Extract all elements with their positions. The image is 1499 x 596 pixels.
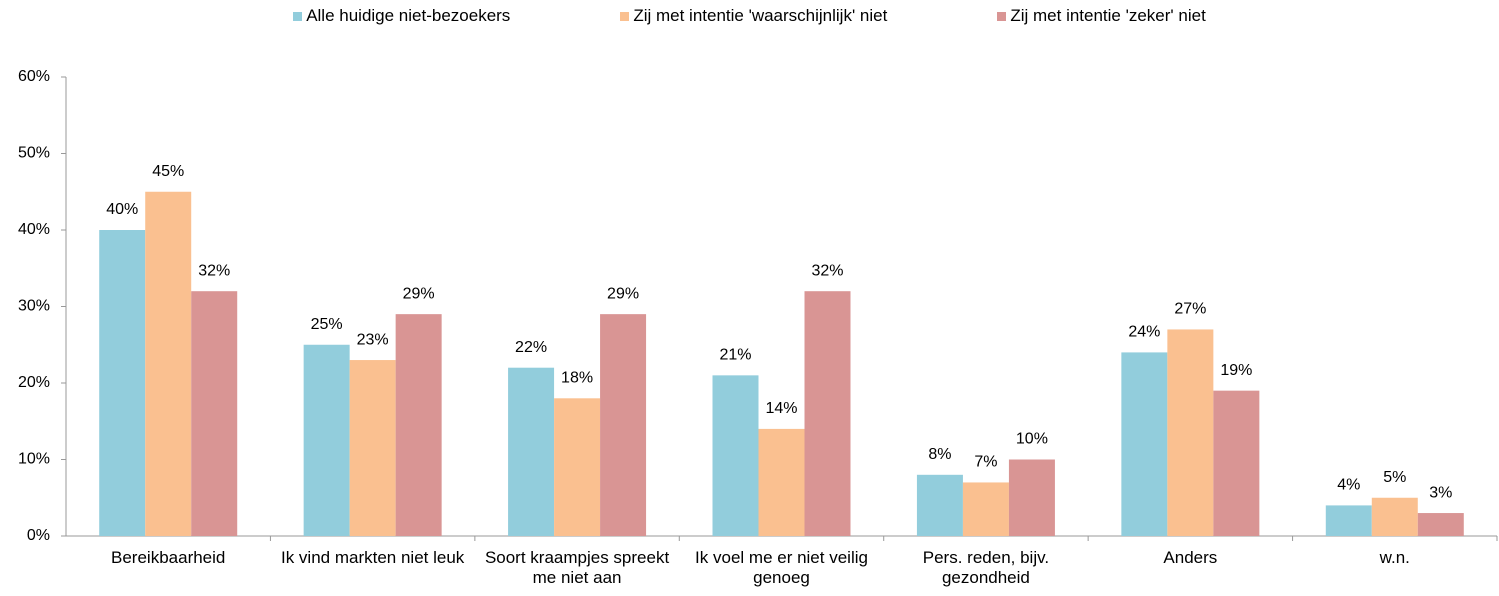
value-label: 14% <box>765 400 797 417</box>
legend-item: Zij met intentie 'zeker' niet <box>997 6 1206 26</box>
y-tick-label: 40% <box>18 221 50 238</box>
legend-item: Zij met intentie 'waarschijnlijk' niet <box>620 6 887 26</box>
bar <box>712 375 759 536</box>
bar <box>554 398 601 536</box>
legend-swatch <box>997 11 1007 21</box>
value-label: 21% <box>719 347 751 364</box>
legend: Alle huidige niet-bezoekers Zij met inten… <box>0 6 1499 26</box>
y-tick-label: 0% <box>27 527 50 544</box>
bar <box>1213 390 1260 536</box>
bar <box>1371 497 1418 536</box>
y-tick-label: 20% <box>18 374 50 391</box>
y-tick-label: 50% <box>18 145 50 162</box>
x-tick-label: Ik vind markten niet leuk <box>280 548 465 567</box>
y-tick-label: 30% <box>18 298 50 315</box>
legend-label: Zij met intentie 'waarschijnlijk' niet <box>633 6 888 25</box>
y-tick-label: 60% <box>18 68 50 85</box>
bar <box>962 482 1009 536</box>
bar <box>804 291 851 536</box>
value-label: 5% <box>1383 469 1406 486</box>
value-label: 45% <box>152 163 184 180</box>
bar <box>508 367 555 536</box>
bar <box>1121 352 1168 536</box>
value-label: 25% <box>311 316 343 333</box>
legend-label: Alle huidige niet-bezoekers <box>306 6 511 25</box>
legend-swatch <box>293 11 303 21</box>
bar <box>349 360 396 536</box>
value-label: 3% <box>1429 484 1452 501</box>
x-tick-label: w.n. <box>1379 548 1410 567</box>
bar <box>1167 329 1214 536</box>
value-label: 29% <box>403 285 435 302</box>
value-label: 23% <box>357 331 389 348</box>
legend-swatch <box>620 11 630 21</box>
bar <box>145 191 192 536</box>
bar <box>99 230 146 536</box>
y-tick-label: 10% <box>18 451 50 468</box>
value-label: 18% <box>561 370 593 387</box>
value-label: 32% <box>811 262 843 279</box>
x-tick-label: Soort kraampjes spreekt me niet aan <box>484 548 670 587</box>
bar <box>303 344 350 536</box>
bar <box>600 314 647 536</box>
bar <box>758 428 805 536</box>
value-label: 19% <box>1220 362 1252 379</box>
bar <box>395 314 442 536</box>
x-tick-label: Bereikbaarheid <box>111 548 226 567</box>
value-label: 40% <box>106 201 138 218</box>
bar <box>1325 505 1372 536</box>
bar <box>191 291 238 536</box>
value-label: 29% <box>607 285 639 302</box>
value-label: 22% <box>515 339 547 356</box>
value-label: 27% <box>1174 301 1206 318</box>
value-label: 24% <box>1128 324 1160 341</box>
value-label: 4% <box>1337 477 1360 494</box>
value-label: 32% <box>198 262 230 279</box>
legend-label: Zij met intentie 'zeker' niet <box>1010 6 1206 25</box>
legend-item: Alle huidige niet-bezoekers <box>293 6 510 26</box>
bar <box>1417 513 1464 536</box>
value-label: 10% <box>1016 431 1048 448</box>
value-label: 7% <box>974 454 997 471</box>
x-tick-label: Ik voel me er niet veilig genoeg <box>695 548 868 587</box>
value-label: 8% <box>928 446 951 463</box>
x-tick-label: Pers. reden, bijv. gezondheid <box>922 548 1050 587</box>
bar <box>916 474 963 536</box>
x-tick-label: Anders <box>1163 548 1218 567</box>
bar <box>1008 459 1055 536</box>
